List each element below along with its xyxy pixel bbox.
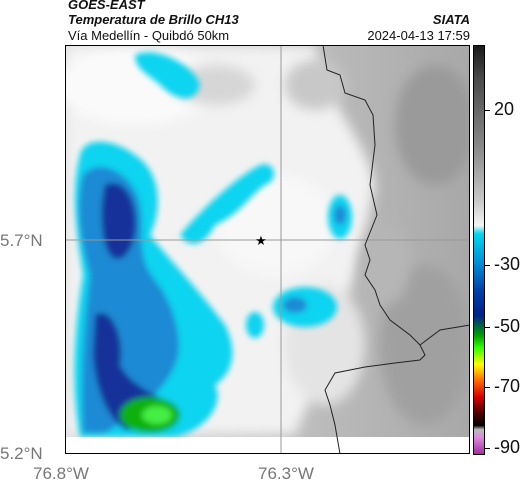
- colorbar-label-minus50: -50: [494, 316, 521, 336]
- no-data-strip: [65, 437, 470, 454]
- colorbar-label-minus70: -70: [494, 376, 521, 396]
- map-canvas: ★: [65, 45, 470, 454]
- colorbar-tick: [485, 387, 490, 388]
- lat-label-5.7: 5.7°N: [0, 231, 43, 250]
- colorbar-label-minus30: -30: [494, 254, 521, 274]
- colorbar: [473, 45, 485, 455]
- colorbar-label-20: 20: [494, 99, 515, 119]
- colorbar-tick: [485, 110, 490, 111]
- border-line: [322, 45, 470, 346]
- satellite-map[interactable]: ★: [65, 45, 470, 454]
- lat-label-5.2: 5.2°N: [0, 444, 43, 463]
- timestamp: 2024-04-13 17:59: [367, 28, 470, 43]
- border-line-south: [324, 344, 426, 454]
- satellite-title: GOES-EAST: [68, 0, 145, 12]
- product-title: Temperatura de Brillo CH13: [68, 12, 239, 27]
- org-label: SIATA: [432, 12, 470, 27]
- route-subtitle: Vía Medellín - Quibdó 50km: [68, 28, 230, 43]
- colorbar-tick: [485, 448, 490, 449]
- lon-label-76.3: 76.3°W: [258, 464, 314, 483]
- colorbar-tick: [485, 327, 490, 328]
- colorbar-label-minus90: -90: [494, 437, 521, 457]
- lon-label-76.8: 76.8°W: [33, 464, 89, 483]
- colorbar-tick: [485, 265, 490, 266]
- star-icon: ★: [255, 234, 267, 249]
- warm-land-patches: [175, 60, 470, 425]
